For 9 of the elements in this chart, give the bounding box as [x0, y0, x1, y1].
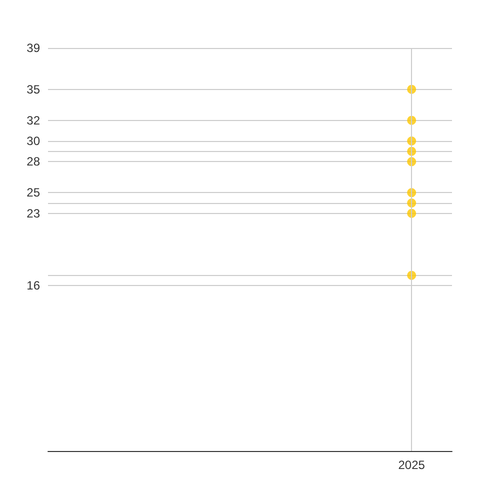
- y-tick-label: 25: [26, 186, 40, 200]
- x-tick-label: 2025: [398, 458, 426, 472]
- y-tick-label: 32: [26, 113, 40, 128]
- y-tick-label: 28: [26, 154, 40, 169]
- y-tick-label: 23: [26, 206, 40, 220]
- y-tick-label: 30: [26, 134, 40, 148]
- y-tick-label: 35: [26, 82, 40, 96]
- y-tick-label: 39: [26, 41, 40, 55]
- y-tick-label: 16: [26, 278, 40, 293]
